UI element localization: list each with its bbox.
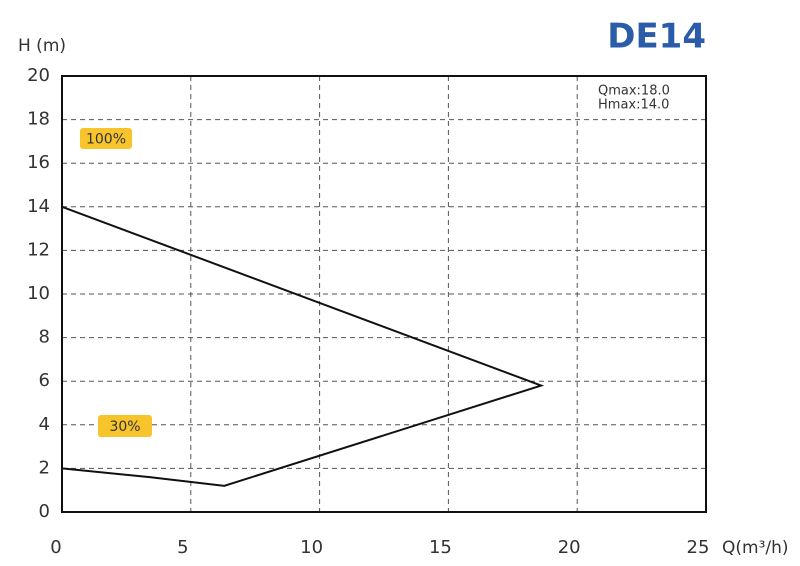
- badge-label: 100%: [86, 132, 126, 148]
- x-tick-label: 20: [558, 537, 581, 558]
- x-tick-label: 10: [300, 537, 323, 558]
- annotation: Qmax:18.0: [598, 84, 670, 99]
- y-tick-label: 4: [39, 414, 50, 435]
- y-axis-label: H (m): [18, 36, 66, 56]
- x-tick-label: 15: [429, 537, 452, 558]
- y-tick-label: 16: [27, 152, 50, 173]
- plot-frame: [61, 75, 707, 513]
- y-tick-label: 2: [39, 457, 50, 478]
- x-tick-label: 0: [50, 537, 61, 558]
- annotation: Hmax:14.0: [598, 98, 669, 113]
- badge: [98, 415, 152, 437]
- x-tick-label: 5: [177, 537, 188, 558]
- x-axis-label: Q(m³/h): [722, 538, 789, 558]
- y-tick-label: 12: [27, 239, 50, 260]
- y-tick-label: 6: [39, 370, 50, 391]
- chart-title: DE14: [607, 17, 706, 57]
- y-tick-label: 14: [27, 196, 50, 217]
- badge: [80, 128, 132, 149]
- y-tick-label: 20: [27, 65, 50, 86]
- x-tick-label: 25: [687, 537, 710, 558]
- curve: [61, 205, 545, 487]
- badge-label: 30%: [109, 419, 140, 435]
- y-tick-label: 18: [27, 109, 50, 130]
- y-tick-label: 10: [27, 283, 50, 304]
- y-tick-label: 8: [39, 327, 50, 348]
- y-tick-label: 0: [39, 501, 50, 522]
